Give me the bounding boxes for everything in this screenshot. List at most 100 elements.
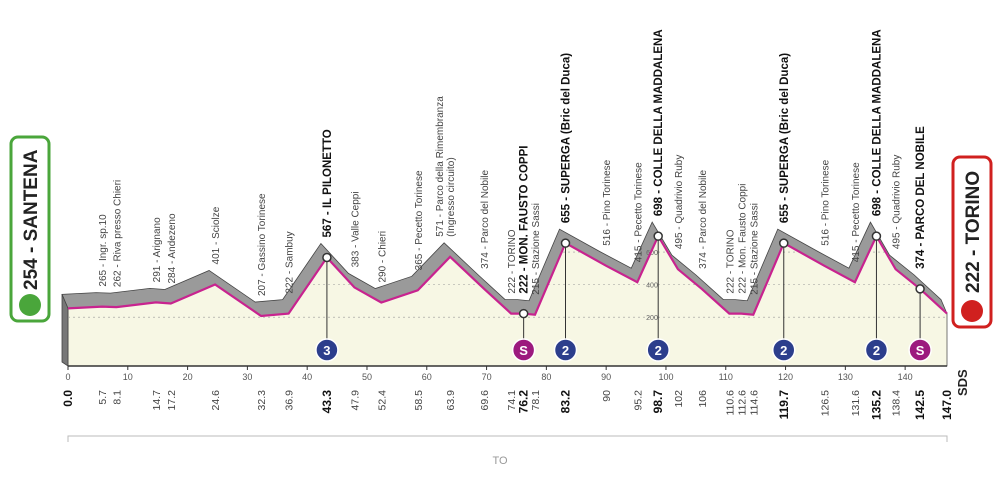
- km-label: 24.6: [210, 390, 222, 411]
- km-label: 52.4: [376, 390, 388, 411]
- route-bracket: [67, 435, 948, 442]
- point-label: 516 - Pino Torinese: [820, 159, 831, 245]
- x-tick-label: 30: [242, 372, 252, 382]
- km-label: 119.7: [777, 390, 791, 420]
- finish-label: 222 - TORINO: [963, 171, 984, 293]
- profile-marker: [915, 284, 925, 294]
- x-tick-label: 130: [838, 372, 853, 382]
- km-label: 112.6: [736, 390, 748, 416]
- km-label: 0.0: [61, 390, 75, 407]
- y-tick-label: 600: [646, 250, 658, 257]
- profile-marker: [560, 238, 571, 248]
- point-label: 401 - Sciolze: [211, 206, 222, 264]
- point-label: 262 - Riva presso Chieri: [112, 180, 123, 287]
- point-label: 291 - Arignano: [152, 217, 163, 282]
- x-tick-label: 110: [719, 372, 733, 382]
- point-label: 655 - SUPERGA (Bric del Duca): [561, 53, 573, 223]
- finish-box: [951, 155, 993, 329]
- km-label: 147.0: [940, 390, 954, 420]
- km-label: 63.9: [445, 390, 457, 411]
- point-label: 290 - Chieri: [377, 231, 388, 283]
- point-label: 374 - Parco del Nobile: [698, 169, 709, 268]
- profile-marker: [518, 308, 529, 319]
- km-label: 95.2: [632, 390, 644, 411]
- km-label: 131.6: [850, 390, 862, 416]
- point-label: (Ingresso circuito): [446, 157, 457, 236]
- start-icon: [19, 294, 41, 316]
- km-label: 83.2: [559, 390, 573, 414]
- point-label: 222 - MON. FAUSTO COPPI: [519, 146, 531, 294]
- point-label: 365 - Pecetto Torinese: [414, 170, 425, 270]
- badge: [908, 338, 932, 362]
- point-label: 698 - COLLE DELLA MADDALENA: [871, 29, 883, 216]
- x-tick-label: 40: [302, 372, 312, 382]
- start-label: 254 - SANTENA: [21, 149, 42, 290]
- badge-label: 2: [655, 343, 662, 358]
- point-label: 495 - Quadrivio Ruby: [674, 155, 685, 250]
- point-label: 655 - SUPERGA (Bric del Duca): [779, 53, 791, 223]
- km-label: 14.7: [151, 390, 163, 411]
- point-label: 222 - TORINO: [725, 229, 736, 293]
- km-label: 5.7: [97, 390, 109, 405]
- point-label: 374 - Parco del Nobile: [480, 169, 491, 268]
- km-label: 138.4: [891, 390, 903, 416]
- badge: [864, 338, 889, 362]
- logo: SDS: [955, 369, 970, 396]
- profile-line: [67, 233, 948, 318]
- profile-marker: [871, 231, 882, 241]
- km-label: 32.3: [256, 390, 268, 411]
- point-label: 207 - Gassino Torinese: [257, 193, 268, 296]
- finish-icon: [961, 300, 983, 322]
- point-label: 265 - Ingr. sp.10: [98, 214, 109, 287]
- km-label: 43.3: [320, 390, 334, 414]
- x-tick-label: 70: [482, 372, 492, 382]
- km-label: 106: [697, 390, 709, 408]
- point-label: 571 - Parco della Rimembranza: [435, 96, 446, 237]
- point-label: 215 - Stazione Sassi: [531, 203, 542, 295]
- x-tick-label: 20: [183, 372, 193, 382]
- badge: [315, 338, 339, 362]
- badge-label: 3: [323, 343, 330, 358]
- profile-side: [61, 294, 69, 367]
- badge-label: S: [519, 343, 528, 358]
- x-tick-label: 80: [541, 372, 551, 382]
- point-label: 495 - Quadrivio Ruby: [892, 155, 903, 250]
- profile-marker: [653, 231, 663, 241]
- km-label: 36.9: [284, 390, 296, 411]
- badge: [511, 338, 536, 362]
- badge-label: 2: [562, 343, 569, 358]
- y-tick-label: 400: [646, 283, 658, 290]
- point-label: 222 - Sambuy: [285, 231, 296, 293]
- km-label: 17.2: [166, 390, 178, 411]
- point-label: 415 - Pecetto Torinese: [851, 162, 862, 262]
- badge-label: 2: [873, 343, 880, 358]
- badge: [553, 338, 578, 362]
- badge-label: 2: [780, 343, 787, 358]
- x-tick-label: 50: [362, 372, 372, 382]
- point-label: 374 - PARCO DEL NOBILE: [915, 126, 927, 269]
- x-tick-label: 10: [123, 372, 133, 382]
- badge: [772, 338, 796, 362]
- route-label: TO: [492, 455, 508, 467]
- y-tick-label: 200: [646, 315, 658, 322]
- start-box: [9, 135, 51, 323]
- km-label: 76.2: [517, 390, 531, 414]
- x-tick-label: 90: [601, 372, 611, 382]
- km-label: 69.6: [479, 390, 491, 411]
- point-label: 222 - Mon. Fausto Coppi: [737, 184, 748, 294]
- point-label: 698 - COLLE DELLA MADDALENA: [653, 29, 665, 216]
- km-label: 78.1: [530, 390, 542, 411]
- km-label: 90: [601, 390, 613, 402]
- point-label: 222 - TORINO: [507, 229, 518, 293]
- point-label: 383 - Valle Ceppi: [350, 191, 361, 267]
- badge-label: S: [916, 343, 925, 358]
- profile-marker: [322, 252, 332, 263]
- point-label: 415 - Pecetto Torinese: [633, 162, 644, 262]
- km-label: 8.1: [111, 390, 123, 405]
- point-label: 567 - IL PILONETTO: [322, 129, 334, 237]
- badge: [646, 338, 670, 362]
- x-tick-label: 0: [65, 372, 70, 382]
- km-label: 102: [673, 390, 685, 408]
- point-label: 516 - Pino Torinese: [602, 159, 613, 245]
